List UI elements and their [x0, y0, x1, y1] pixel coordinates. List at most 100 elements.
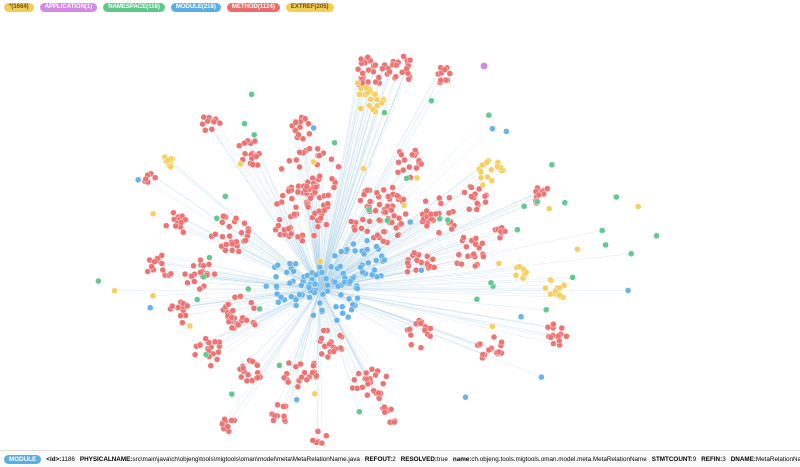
graph-node	[613, 193, 620, 201]
graph-node	[333, 317, 341, 324]
graph-node	[354, 66, 362, 73]
graph-node	[357, 55, 365, 63]
property: REFIN:3	[701, 456, 726, 463]
edge	[319, 193, 544, 290]
graph-node	[375, 389, 382, 397]
graph-node	[335, 163, 342, 171]
edge	[319, 59, 362, 290]
graph-node	[231, 294, 239, 301]
edge	[319, 288, 564, 298]
graph-node	[462, 394, 469, 401]
graph-node	[357, 105, 364, 112]
edge	[302, 235, 321, 290]
graph-node	[243, 377, 251, 385]
graph-node	[238, 229, 245, 236]
graph-node	[312, 271, 320, 279]
graph-node	[245, 285, 252, 293]
legend-pill[interactable]: NAMESPACE(116)	[103, 2, 165, 12]
graph-node	[202, 351, 210, 358]
graph-node	[146, 304, 154, 311]
graph-node	[354, 285, 361, 292]
graph-node	[95, 277, 102, 285]
edge	[319, 105, 370, 290]
graph-node	[380, 380, 387, 387]
graph-node	[305, 120, 312, 127]
edge	[196, 288, 321, 347]
edge	[197, 288, 321, 300]
graph-node	[394, 192, 401, 200]
legend-pill[interactable]: METHOD(1124)	[226, 2, 280, 12]
graph-node	[316, 263, 323, 271]
graph-node	[561, 282, 568, 289]
graph-node	[285, 187, 292, 195]
graph-node	[357, 197, 364, 204]
graph-node	[280, 403, 287, 410]
edge	[319, 65, 374, 290]
edge	[319, 78, 362, 290]
graph-node	[188, 273, 195, 280]
graph-node	[309, 437, 316, 444]
graph-node	[477, 174, 485, 181]
graph-node	[372, 78, 379, 86]
edge	[319, 201, 486, 290]
graph-node	[375, 395, 383, 402]
node-label: MODULE	[4, 454, 42, 464]
graph-node	[316, 299, 323, 307]
graph-node	[384, 217, 391, 224]
legend-pill[interactable]: APPLICATION(1)	[39, 2, 98, 12]
graph-node	[212, 231, 219, 238]
graph-node	[480, 253, 487, 260]
property-key: RESOLVED:	[400, 455, 437, 463]
graph-node	[310, 312, 317, 319]
graph-node	[263, 283, 270, 290]
graph-node	[306, 294, 313, 301]
graph-node	[624, 287, 632, 294]
graph-node	[316, 152, 323, 159]
legend-pill[interactable]: EXTREF(205)	[285, 2, 334, 12]
graph-node	[409, 151, 416, 159]
edge	[319, 82, 358, 290]
edge	[208, 288, 321, 352]
graph-node	[149, 210, 157, 218]
graph-node	[191, 351, 199, 358]
property: <id>:1186	[46, 456, 75, 463]
graph-node	[367, 96, 374, 103]
graph-node	[310, 124, 317, 132]
edge	[319, 288, 359, 374]
graph-node	[273, 200, 281, 208]
graph-node	[407, 218, 414, 226]
graph-node	[181, 270, 189, 278]
graph-node	[196, 342, 204, 349]
graph-node	[490, 333, 498, 341]
legend-pill[interactable]: MODULE(218)	[170, 2, 221, 12]
edge	[319, 288, 408, 331]
graph-node	[208, 126, 216, 133]
graph-node	[369, 105, 376, 113]
graph-node	[186, 322, 194, 330]
graph-node	[398, 151, 405, 159]
graph-node	[359, 384, 366, 391]
edge	[319, 248, 379, 290]
graph-node	[356, 408, 363, 415]
graph-node	[235, 142, 243, 149]
graph-node	[317, 214, 324, 222]
graph-node	[276, 216, 283, 223]
graph-node	[205, 261, 213, 268]
graph-node	[464, 252, 471, 260]
legend-pill[interactable]: *(1664)	[4, 2, 34, 12]
graph-node	[520, 203, 528, 210]
graph-node	[653, 232, 660, 240]
edge	[319, 112, 385, 290]
graph-node	[408, 341, 415, 348]
graph-node	[318, 307, 326, 314]
graph-node	[221, 416, 228, 423]
graph-node	[272, 273, 280, 280]
edge	[319, 285, 565, 290]
graph-node	[358, 85, 365, 93]
graph-node	[400, 166, 407, 174]
graph-node	[343, 246, 351, 253]
graph-node	[485, 111, 492, 119]
graph-node	[191, 278, 198, 285]
graph-node	[487, 279, 495, 286]
graph-node	[169, 302, 176, 310]
